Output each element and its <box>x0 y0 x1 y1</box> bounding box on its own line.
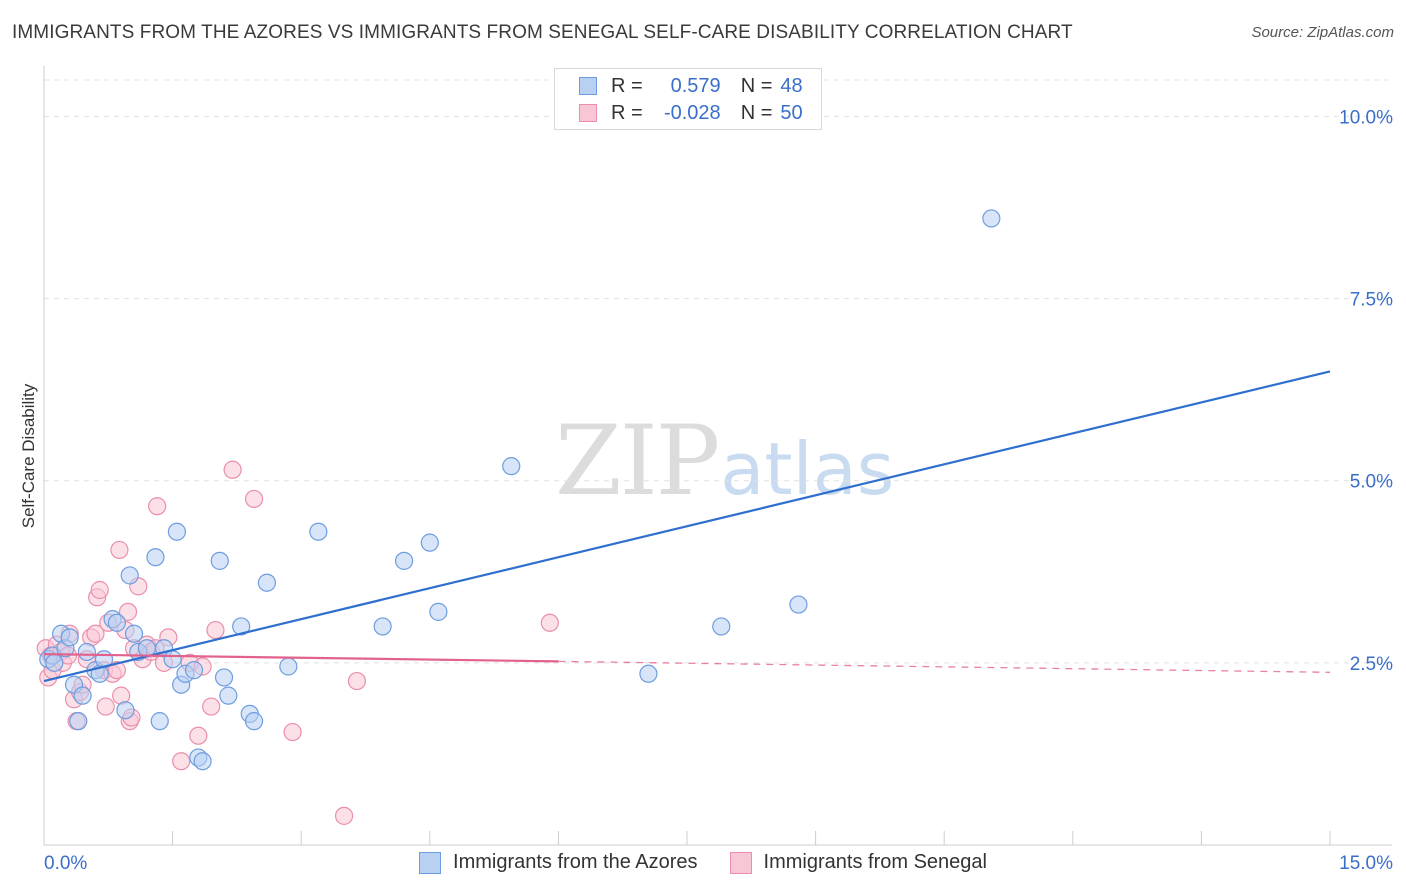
azores-point <box>124 624 144 643</box>
azores-point <box>429 602 448 621</box>
azores-trend-line <box>43 370 1331 683</box>
azores-point <box>789 595 808 614</box>
axes <box>43 66 1392 846</box>
azores-point <box>244 712 264 731</box>
grid-lines <box>44 79 1392 664</box>
watermark: ZIPatlas <box>555 405 894 517</box>
chart-title: IMMIGRANTS FROM THE AZORES VS IMMIGRANTS… <box>12 22 1073 43</box>
azores-point <box>309 522 328 541</box>
senegal-swatch <box>579 104 597 122</box>
legend-item-label: Immigrants from Senegal <box>763 851 987 873</box>
senegal-point <box>110 540 129 560</box>
azores-point <box>420 533 439 552</box>
y-axis-label: Self-Care Disability <box>19 383 38 528</box>
legend-item-label: Immigrants from the Azores <box>453 851 698 873</box>
senegal-point <box>107 661 126 680</box>
x-tick-label: 15.0% <box>1339 853 1393 874</box>
senegal-point <box>90 580 109 600</box>
tick-labels: 2.5% 5.0% 7.5% 10.0% 0.0% 15.0% Self-Care Disa… <box>19 107 1393 874</box>
watermark-zip: ZIP <box>555 405 720 517</box>
azores-point <box>150 712 169 731</box>
azores-point <box>69 712 88 731</box>
legend-n-label: N = <box>740 101 773 124</box>
azores-point <box>116 701 135 720</box>
azores-point <box>120 566 139 585</box>
azores-swatch <box>579 77 597 95</box>
azores-point <box>214 668 234 687</box>
senegal-point <box>202 697 221 716</box>
azores-point <box>982 209 1001 228</box>
azores-point <box>77 642 96 662</box>
series-legend: Immigrants from the Azores Immigrants fr… <box>0 851 1406 874</box>
azores-point <box>167 522 186 541</box>
azores-point <box>107 613 126 632</box>
senegal-trend-extension <box>558 660 1331 673</box>
legend-r-value: 0.579 <box>670 74 721 97</box>
senegal-point <box>172 752 191 771</box>
azores-swatch <box>419 851 442 874</box>
x-tick-label: 0.0% <box>44 853 87 874</box>
azores-point <box>193 752 212 771</box>
azores-point <box>639 664 658 683</box>
azores-point <box>279 657 298 676</box>
legend-row-senegal: R = -0.028 N = 50 <box>579 100 803 126</box>
legend-r-label: R = <box>611 74 643 97</box>
legend-r-value: -0.028 <box>663 101 721 124</box>
senegal-point <box>347 671 367 691</box>
y-tick-label: 7.5% <box>1350 290 1393 311</box>
senegal-point <box>96 697 115 716</box>
azores-point <box>373 617 392 636</box>
azores-point <box>163 650 182 669</box>
azores-point <box>502 457 521 476</box>
senegal-point <box>189 726 208 745</box>
senegal-point <box>118 602 138 621</box>
azores-point <box>60 628 79 647</box>
legend-n-value: 50 <box>780 101 803 124</box>
azores-point <box>45 653 64 672</box>
azores-point <box>219 686 238 705</box>
azores-point <box>232 617 251 636</box>
senegal-point <box>283 722 302 742</box>
senegal-points <box>36 460 559 825</box>
y-tick-label: 2.5% <box>1350 654 1393 675</box>
correlation-legend: R = 0.579 N = 48 R = -0.028 N = 50 <box>554 68 822 130</box>
legend-r-label: R = <box>611 101 643 124</box>
senegal-trend-line <box>43 653 559 663</box>
azores-point <box>712 617 731 636</box>
y-tick-label: 10.0% <box>1339 107 1393 128</box>
senegal-point <box>86 624 105 643</box>
legend-item-azores[interactable]: Immigrants from the Azores <box>419 851 698 874</box>
azores-point <box>73 686 92 705</box>
legend-n-value: 48 <box>780 74 803 97</box>
azores-point <box>184 661 204 680</box>
legend-row-azores: R = 0.579 N = 48 <box>579 73 803 99</box>
azores-point <box>146 548 165 567</box>
senegal-point <box>540 613 559 632</box>
senegal-swatch <box>729 851 752 874</box>
chart-source: Source: ZipAtlas.com <box>1251 24 1394 41</box>
trend-lines <box>43 370 1331 683</box>
y-tick-label: 5.0% <box>1350 472 1393 493</box>
azores-point <box>210 551 229 570</box>
senegal-point <box>206 620 225 640</box>
azores-point <box>394 551 414 570</box>
legend-n-label: N = <box>740 74 773 97</box>
senegal-point <box>244 489 264 509</box>
legend-item-senegal[interactable]: Immigrants from Senegal <box>729 851 987 874</box>
senegal-point <box>148 497 167 516</box>
azores-point <box>257 573 277 592</box>
senegal-point <box>334 806 354 825</box>
senegal-point <box>223 460 242 479</box>
azores-points <box>39 209 1001 771</box>
